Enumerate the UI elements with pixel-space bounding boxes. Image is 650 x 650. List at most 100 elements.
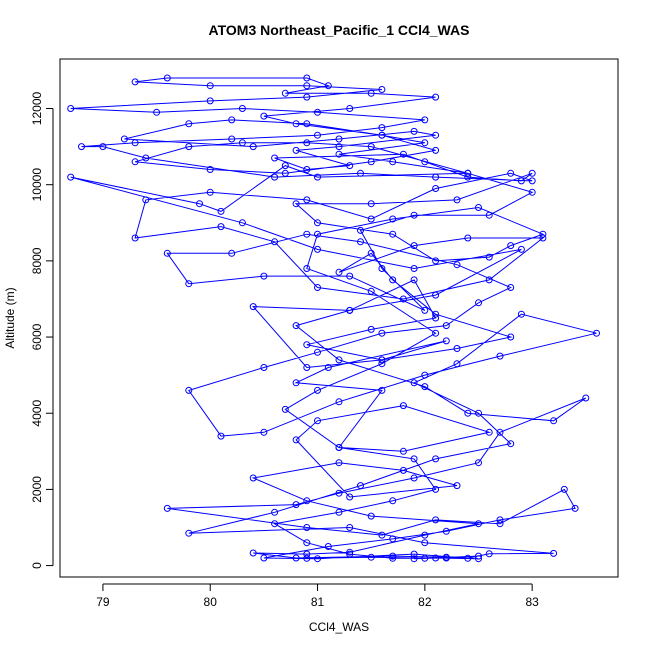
data-point — [421, 116, 429, 124]
data-point — [281, 162, 289, 170]
data-point — [432, 93, 440, 101]
data-point — [206, 166, 214, 173]
data-point — [335, 444, 343, 451]
data-point — [485, 428, 493, 436]
data-point — [303, 74, 311, 82]
y-axis: 0 2000 4000 6000 8000 10000 12000 — [30, 92, 54, 569]
data-point — [421, 371, 429, 379]
data-point — [475, 459, 482, 467]
data-point — [163, 249, 171, 257]
data-point — [464, 554, 472, 562]
y-axis-label: Altitude (m) — [3, 287, 17, 348]
data-point — [550, 549, 558, 557]
data-point — [303, 497, 311, 505]
y-tick-label: 0 — [30, 562, 44, 569]
data-point — [571, 504, 579, 512]
data-point — [507, 333, 515, 341]
data-point — [410, 555, 418, 563]
data-point — [346, 162, 354, 170]
data-point — [314, 284, 321, 291]
data-point — [485, 276, 493, 284]
data-point — [367, 200, 375, 208]
data-point — [346, 493, 354, 501]
data-point — [539, 230, 547, 238]
data-point — [507, 440, 515, 448]
data-point — [260, 112, 268, 120]
data-point — [163, 504, 171, 512]
data-point — [335, 143, 343, 151]
data-point — [410, 127, 418, 135]
data-point — [185, 386, 193, 394]
data-point — [432, 455, 440, 463]
data-point — [303, 230, 311, 238]
data-point — [217, 223, 225, 231]
data-point — [496, 352, 504, 360]
data-point — [528, 169, 536, 177]
data-point — [292, 120, 300, 128]
data-point — [485, 211, 493, 219]
data-point — [507, 284, 515, 291]
data-point — [378, 531, 386, 539]
data-point — [303, 93, 311, 101]
data-point — [217, 207, 225, 215]
data-point — [120, 135, 128, 143]
data-point — [367, 143, 375, 151]
data-point — [464, 234, 472, 242]
data-point — [432, 329, 440, 337]
data-point — [303, 524, 311, 531]
data-point — [378, 356, 386, 364]
data-point — [67, 105, 75, 112]
data-point — [346, 548, 354, 556]
data-point — [399, 466, 407, 474]
data-point — [442, 322, 450, 330]
data-point — [271, 520, 279, 528]
data-point — [464, 169, 472, 177]
data-point — [142, 196, 150, 204]
data-point — [335, 489, 343, 497]
data-point — [421, 139, 429, 147]
data-point — [335, 356, 343, 364]
data-point — [389, 535, 397, 543]
data-point — [517, 245, 525, 253]
data-point — [432, 131, 440, 139]
data-point — [496, 428, 504, 436]
data-point — [292, 322, 300, 330]
data-point — [421, 306, 429, 314]
data-point — [281, 169, 289, 177]
data-point — [314, 386, 321, 394]
data-point — [442, 527, 450, 535]
data-point — [475, 555, 482, 563]
x-axis-label: CCl4_WAS — [309, 620, 369, 634]
data-point — [453, 196, 461, 204]
data-point — [421, 554, 429, 562]
data-point — [475, 552, 482, 560]
data-point — [378, 124, 386, 132]
data-point — [335, 135, 343, 143]
plot-frame — [59, 58, 619, 578]
data-point — [335, 508, 343, 516]
data-point — [378, 329, 386, 337]
data-point — [367, 89, 375, 97]
data-point — [410, 265, 418, 272]
series-line — [70, 77, 597, 560]
data-point — [314, 245, 321, 253]
data-point — [593, 329, 600, 337]
data-point — [442, 337, 450, 345]
y-tick-label: 8000 — [30, 247, 44, 274]
data-point — [303, 265, 311, 272]
data-point — [292, 554, 300, 562]
data-point — [260, 554, 268, 562]
data-point — [378, 86, 386, 93]
data-point — [399, 150, 407, 158]
data-point — [399, 402, 407, 410]
data-point — [432, 257, 440, 265]
data-point — [314, 417, 321, 425]
data-point — [260, 364, 268, 371]
data-point — [314, 230, 321, 238]
data-point — [378, 265, 386, 272]
x-tick-label: 83 — [525, 595, 539, 609]
data-point — [228, 249, 236, 257]
data-point — [517, 310, 525, 318]
data-point — [346, 272, 354, 280]
